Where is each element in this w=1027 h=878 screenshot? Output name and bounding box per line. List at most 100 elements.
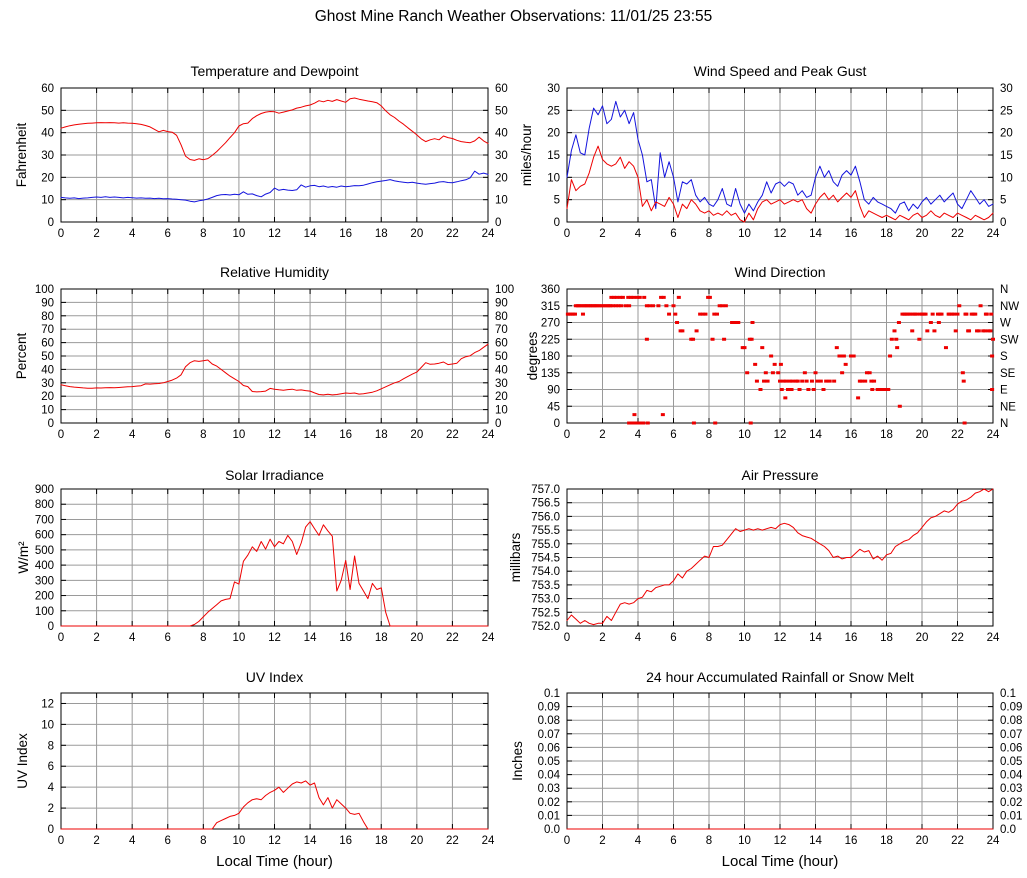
series-wind-direction-point [760, 346, 765, 350]
series-wind-direction-point [758, 388, 763, 391]
y-tick-label-left: 0.06 [538, 742, 560, 754]
x-tick-label: 4 [635, 228, 642, 240]
series-wind-direction-point [641, 421, 646, 425]
x-tick-label: 6 [670, 228, 676, 240]
series-wind-direction-point [889, 337, 894, 341]
y-axis-label: degrees [525, 331, 540, 380]
x-tick-label: 20 [916, 835, 929, 847]
series-wind-direction-point [779, 388, 784, 391]
chart-title: Relative Humidity [220, 264, 329, 280]
x-tick-label: 22 [446, 228, 459, 240]
series-wind-direction-point [815, 379, 820, 383]
y-tick-label-left: 10 [41, 405, 54, 417]
series-wind-direction-point [793, 379, 798, 383]
series-wind-direction-point [946, 312, 951, 316]
y-tick-label-right: W [1000, 318, 1011, 330]
series-wind-direction-point [839, 354, 844, 358]
series-wind-direction-point [772, 362, 777, 366]
y-tick-label-left: 30 [41, 378, 54, 390]
plot-frame [60, 87, 489, 223]
series-wind-direction-point [827, 379, 832, 383]
series-wind-direction-point [841, 354, 846, 358]
series-wind-direction-point [747, 337, 752, 341]
x-tick-label: 8 [706, 429, 712, 441]
x-tick-label: 16 [339, 228, 352, 240]
series-wind-direction-point [602, 304, 607, 308]
series-wind-direction-point [897, 404, 902, 408]
x-tick-label: 16 [845, 228, 858, 240]
series-wind-direction-point [635, 295, 640, 299]
series-wind-direction-point [930, 312, 935, 316]
chart-title: UV Index [246, 669, 304, 685]
x-tick-label: 18 [375, 835, 388, 847]
y-tick-label-left: 752.0 [531, 621, 560, 633]
series-wind-direction-point [600, 304, 605, 308]
x-tick-label: 6 [670, 835, 676, 847]
chart-title: Air Pressure [741, 467, 818, 483]
y-tick-label-left: 15 [547, 150, 560, 162]
series-wind-direction-point [784, 379, 789, 383]
series-wind-direction-point [636, 421, 640, 425]
y-tick-label-left: 50 [41, 105, 54, 117]
series-wind-direction-point [928, 321, 933, 324]
x-tick-label: 4 [635, 835, 642, 847]
y-tick-label-right: 0.05 [1000, 756, 1022, 768]
series-wind-direction-point [656, 304, 661, 308]
series-wind-direction-point [722, 337, 727, 341]
x-tick-label: 22 [951, 429, 964, 441]
y-tick-label-left: 90 [41, 297, 54, 309]
y-tick-label-right: N [1000, 418, 1008, 430]
series-wind-direction-point [645, 421, 650, 425]
series-wind-direction-point [598, 304, 603, 308]
series-wind-direction-point [937, 312, 942, 316]
y-tick-label-right: 60 [495, 338, 508, 350]
y-axis-label: Percent [14, 332, 29, 379]
x-tick-label: 4 [129, 835, 136, 847]
y-tick-label-right: E [1000, 385, 1008, 397]
series-wind-direction-point [581, 304, 586, 308]
series-wind-direction-point [762, 379, 767, 383]
series-wind-direction-point [703, 312, 708, 316]
x-tick-label: 6 [670, 632, 676, 644]
y-tick-label-right: S [1000, 351, 1008, 363]
series-wind-direction-point [593, 304, 598, 308]
y-tick-label-left: 0 [554, 418, 560, 430]
series-wind-direction-point [902, 312, 907, 316]
plot-frame [566, 692, 994, 830]
y-tick-label-left: 80 [41, 311, 54, 323]
series-wind-direction-point [785, 388, 790, 391]
series-wind-direction-point [960, 371, 965, 375]
series-wind-direction-point [908, 312, 913, 316]
y-tick-label-left: 500 [35, 545, 54, 557]
series-wind-direction-point [596, 304, 601, 308]
x-tick-label: 10 [738, 429, 751, 441]
y-tick-label-right: 30 [495, 378, 508, 390]
x-tick-label: 12 [774, 835, 787, 847]
series-wind-direction-point [864, 371, 869, 375]
series-wind-direction-point [834, 346, 839, 350]
series-temperature-line [60, 97, 489, 161]
series-wind-direction-point [896, 321, 901, 324]
plot-frame [566, 488, 994, 627]
series-wind-direction-point [789, 388, 794, 391]
series-peak-gust-line [566, 100, 994, 214]
series-wind-direction-point [742, 346, 747, 350]
y-tick-label-left: 800 [35, 499, 54, 511]
series-wind-direction-point [809, 379, 814, 383]
y-tick-label-left: 0.03 [538, 783, 560, 795]
y-tick-label-right: 10 [495, 405, 508, 417]
series-wind-direction-point [717, 304, 722, 308]
y-tick-label-right: SE [1000, 368, 1016, 380]
series-wind-direction-point [632, 413, 637, 417]
x-tick-label: 0 [564, 429, 570, 441]
series-wind-direction-point [754, 379, 759, 383]
series-air-pressure-line [566, 488, 994, 626]
y-tick-label-left: 8 [48, 740, 54, 752]
series-wind-direction-point [571, 312, 576, 316]
x-tick-label: 12 [774, 632, 787, 644]
series-wind-direction-point [912, 312, 917, 316]
y-tick-label-right: 0.03 [1000, 783, 1022, 795]
series-wind-direction-point [957, 304, 962, 308]
